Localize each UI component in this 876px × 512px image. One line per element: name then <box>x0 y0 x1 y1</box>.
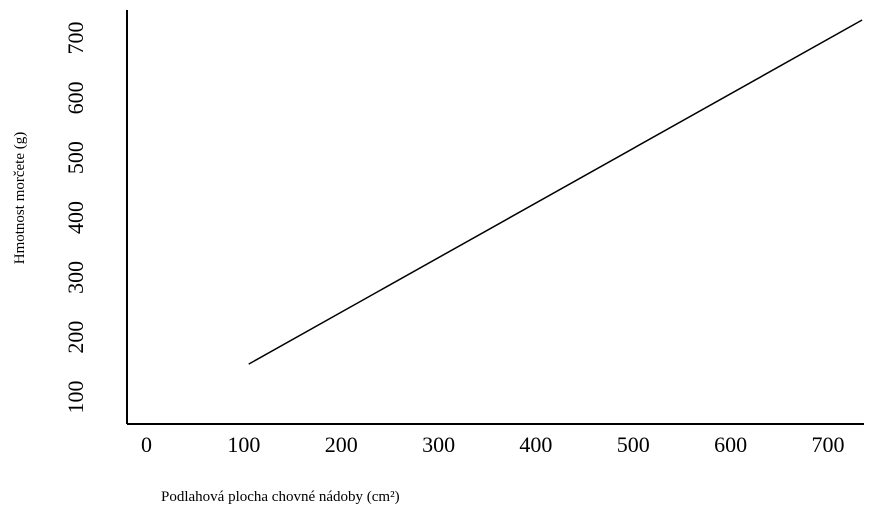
y-tick-label: 200 <box>63 321 88 354</box>
y-tick-label: 300 <box>63 261 88 294</box>
x-axis-title: Podlahová plocha chovné nádoby (cm²) <box>161 489 400 505</box>
x-tick-label: 300 <box>422 432 455 457</box>
series-line <box>248 19 863 365</box>
axes <box>126 10 864 425</box>
y-tick-label: 700 <box>63 22 88 55</box>
y-tick-label: 600 <box>63 81 88 114</box>
x-tick-label: 700 <box>812 432 845 457</box>
y-axis-title: Hmotnost morčete (g) <box>12 132 28 264</box>
y-tick-label: 500 <box>63 141 88 174</box>
x-tick-label: 0 <box>141 432 152 457</box>
x-tick-label: 200 <box>325 432 358 457</box>
x-tick-label: 100 <box>227 432 260 457</box>
x-tick-label: 600 <box>714 432 747 457</box>
y-tick-labels: 100 200 300 400 500 600 700 <box>63 22 88 414</box>
x-tick-label: 500 <box>617 432 650 457</box>
x-tick-labels: 0 100 200 300 400 500 600 700 <box>141 432 845 457</box>
x-tick-label: 400 <box>519 432 552 457</box>
y-tick-label: 100 <box>63 381 88 414</box>
y-tick-label: 400 <box>63 201 88 234</box>
series-group <box>248 19 863 365</box>
